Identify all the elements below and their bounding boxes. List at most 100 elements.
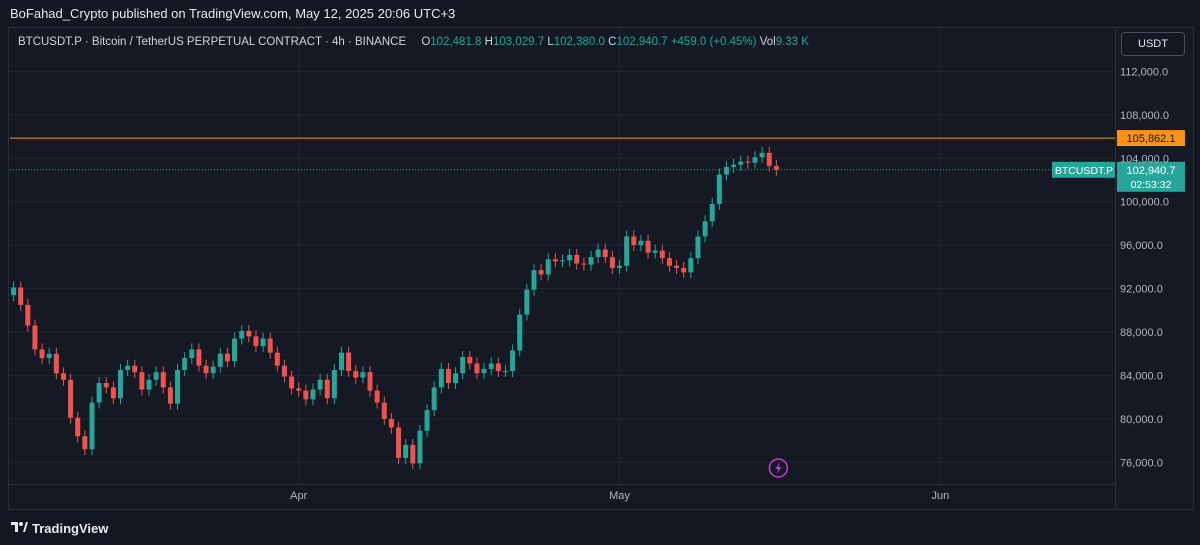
candle-body — [125, 365, 131, 370]
candle-body — [766, 152, 772, 166]
candle-body — [745, 161, 751, 163]
candle-body — [552, 259, 558, 262]
candle-body — [638, 240, 644, 246]
candle-body — [339, 352, 344, 370]
y-tick-label: 100,000.0 — [1120, 197, 1169, 209]
candle-body — [132, 365, 138, 373]
candle-body — [324, 379, 330, 399]
volume-label: Vol — [759, 36, 776, 48]
resistance-price-label: 105,862.1 — [1127, 133, 1176, 145]
candle-body — [139, 372, 145, 390]
candle-body — [588, 257, 594, 265]
candle-body — [709, 203, 715, 222]
candle-body — [545, 259, 551, 275]
candle-body — [431, 387, 437, 411]
candle-body — [46, 353, 52, 359]
candle-body — [624, 236, 630, 266]
candle-body — [217, 353, 223, 367]
time-axis: Apr May Jun — [290, 490, 949, 502]
candle-body — [103, 383, 109, 388]
currency-button[interactable]: USDT — [1121, 32, 1185, 56]
low-label: L — [547, 36, 554, 48]
volume-value: 9.33 K — [775, 36, 809, 48]
candle-body — [659, 250, 665, 259]
chart-frame[interactable] — [8, 27, 1194, 510]
candle-body — [175, 370, 181, 404]
high-value: 103,029.7 — [492, 36, 545, 48]
footer-brand: TradingView — [32, 521, 109, 536]
x-tick-label: May — [609, 490, 630, 502]
candle-body — [410, 444, 416, 464]
y-tick-label: 88,000.0 — [1120, 327, 1163, 339]
symbol-legend: BTCUSDT.P · Bitcoin / TetherUS PERPETUAL… — [18, 36, 809, 48]
candle-body — [232, 338, 238, 362]
y-tick-label: 104,000.0 — [1120, 153, 1169, 165]
candle-body — [595, 249, 601, 258]
price-axis-divider — [1115, 28, 1116, 509]
candle-body — [68, 379, 74, 418]
candle-body — [182, 358, 188, 370]
x-tick-label: Jun — [931, 490, 949, 502]
candle-body — [517, 314, 523, 351]
tradingview-logo-icon — [11, 522, 28, 532]
candle-body — [118, 370, 123, 399]
x-tick-label: Apr — [290, 490, 307, 502]
candle-body — [417, 430, 423, 464]
candle-body — [716, 174, 722, 204]
y-tick-label: 92,000.0 — [1120, 284, 1163, 296]
candle-body — [360, 372, 366, 378]
candle-body — [652, 250, 658, 253]
candle-body — [567, 254, 573, 261]
candle-body — [438, 368, 444, 388]
candle-body — [495, 363, 501, 372]
y-tick-label: 80,000.0 — [1120, 414, 1163, 426]
candle-body — [445, 368, 451, 384]
close-value: 102,940.7 — [616, 36, 668, 48]
candle-body — [160, 372, 166, 388]
candle-body — [396, 427, 402, 458]
candle-body — [210, 366, 216, 374]
close-label: C — [608, 36, 617, 48]
candle-body — [560, 260, 565, 262]
candle-body — [688, 258, 694, 273]
price-levels: 105,862.1 BTCUSDT.P 102,940.7 02:53:32 — [10, 130, 1185, 478]
time-axis-divider — [8, 484, 1115, 485]
candle-body — [460, 356, 466, 374]
y-tick-label: 96,000.0 — [1120, 240, 1163, 252]
low-value: 102,380.0 — [553, 36, 605, 48]
price-axis: 76,000.0 80,000.0 84,000.0 88,000.0 92,000.0… — [1120, 66, 1169, 469]
candle-body — [531, 270, 537, 290]
candle-body — [267, 338, 273, 353]
candle-body — [773, 165, 779, 170]
candle-body — [203, 365, 209, 374]
candle-body — [631, 236, 637, 246]
candle-body — [167, 387, 173, 404]
open-value: 102,481.8 — [430, 36, 482, 48]
candle-body — [246, 330, 252, 337]
candle-body — [702, 221, 708, 237]
candle-body — [524, 289, 530, 315]
candle-body — [731, 164, 737, 167]
y-tick-label: 84,000.0 — [1120, 370, 1163, 382]
candle-body — [260, 338, 266, 347]
footer: TradingView — [0, 512, 1200, 545]
candle-body — [609, 257, 615, 268]
change-value: +459.0 (+0.45%) — [670, 36, 757, 48]
candle-body — [388, 418, 394, 428]
candle-body — [189, 349, 195, 359]
candle-body — [317, 379, 323, 390]
candle-body — [723, 166, 729, 175]
candle-body — [110, 387, 116, 399]
chart-grid — [10, 28, 1115, 484]
y-tick-label: 108,000.0 — [1120, 110, 1169, 122]
candle-body — [82, 436, 88, 450]
candle-body — [453, 373, 459, 384]
candle-body — [353, 371, 359, 378]
candle-body — [367, 372, 373, 391]
candle-body — [89, 402, 95, 450]
candle-body — [474, 363, 480, 374]
candle-body — [617, 265, 623, 268]
candle-body — [481, 368, 487, 374]
current-price-tag — [1117, 161, 1185, 192]
